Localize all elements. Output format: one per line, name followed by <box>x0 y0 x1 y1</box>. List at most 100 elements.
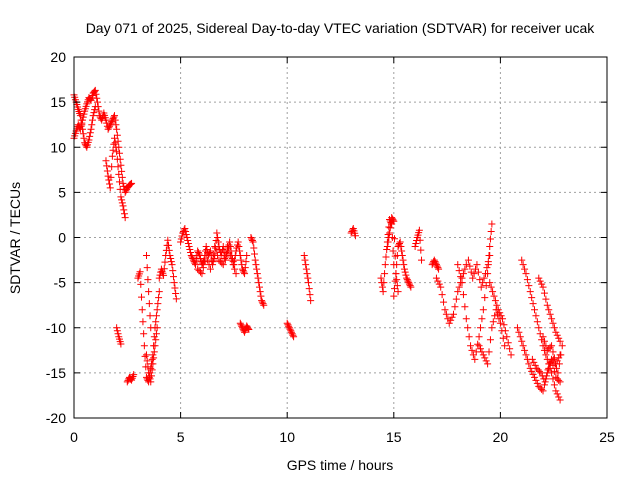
data-point <box>92 90 100 98</box>
data-point <box>115 178 123 186</box>
data-point <box>143 357 151 365</box>
data-point <box>106 122 114 130</box>
data-point <box>393 261 401 269</box>
data-point <box>113 327 121 335</box>
data-point <box>194 265 202 273</box>
data-point <box>401 268 409 276</box>
data-point <box>477 324 485 332</box>
data-point <box>161 258 169 266</box>
data-point <box>464 256 472 264</box>
grid <box>74 57 607 418</box>
data-point <box>215 256 223 264</box>
x-tick-label: 15 <box>386 429 402 445</box>
data-point <box>301 256 309 264</box>
data-point <box>167 255 175 263</box>
data-point <box>88 121 96 129</box>
data-point <box>383 243 391 251</box>
data-point <box>541 378 549 386</box>
data-point <box>531 306 539 314</box>
data-point <box>556 351 564 359</box>
data-point <box>533 318 541 326</box>
data-point <box>118 199 126 207</box>
data-point <box>448 313 456 321</box>
data-point <box>225 241 233 249</box>
data-point <box>526 364 534 372</box>
data-point <box>305 279 313 287</box>
data-point <box>80 134 88 142</box>
data-point <box>93 98 101 106</box>
data-point <box>519 261 527 269</box>
data-point <box>303 270 311 278</box>
data-point <box>194 249 202 257</box>
data-point <box>192 256 200 264</box>
data-point <box>501 327 509 335</box>
data-point <box>152 336 160 344</box>
data-point <box>305 285 313 293</box>
y-tick-label: 0 <box>58 230 66 246</box>
data-point <box>120 206 128 214</box>
data-point <box>184 240 192 248</box>
data-point <box>106 180 114 188</box>
data-point <box>113 125 121 133</box>
data-point <box>192 261 200 269</box>
data-point <box>437 283 445 291</box>
data-point <box>432 259 440 267</box>
data-point <box>253 270 261 278</box>
data-point <box>528 367 536 375</box>
data-point <box>380 279 388 287</box>
data-point <box>396 238 404 246</box>
data-point <box>484 258 492 266</box>
data-point <box>431 258 439 266</box>
data-point <box>459 270 467 278</box>
data-point <box>169 273 177 281</box>
data-point <box>548 342 556 350</box>
data-point <box>153 324 161 332</box>
data-point <box>467 268 475 276</box>
data-point <box>391 235 399 243</box>
data-point <box>383 246 391 254</box>
data-point <box>390 217 398 225</box>
data-point <box>186 246 194 254</box>
data-point <box>121 188 129 196</box>
data-point <box>392 270 400 278</box>
y-tick-label: 20 <box>50 49 66 65</box>
data-point <box>191 259 199 267</box>
data-point <box>406 282 414 290</box>
data-point <box>531 373 539 381</box>
data-point <box>483 264 491 272</box>
data-point <box>544 366 552 374</box>
data-point <box>432 274 440 282</box>
data-point <box>543 355 551 363</box>
data-point <box>499 334 507 342</box>
series-track-ae <box>539 333 564 368</box>
data-point <box>402 271 410 279</box>
data-point <box>533 379 541 387</box>
data-point <box>144 363 152 371</box>
series-track-ab <box>518 256 564 404</box>
data-point <box>306 291 314 299</box>
data-point <box>482 357 490 365</box>
data-point <box>523 276 531 284</box>
data-point <box>412 240 420 248</box>
data-point <box>145 300 153 308</box>
data-point <box>538 280 546 288</box>
data-point <box>214 238 222 246</box>
data-point <box>546 310 554 318</box>
data-point <box>548 369 556 377</box>
data-point <box>481 270 489 278</box>
data-point <box>400 265 408 273</box>
data-point <box>555 354 563 362</box>
data-point <box>400 261 408 269</box>
data-point <box>126 181 134 189</box>
data-point <box>486 336 494 344</box>
data-point <box>260 301 268 309</box>
series-track-h <box>142 252 155 332</box>
data-point <box>491 312 499 320</box>
data-point <box>87 125 95 133</box>
data-point <box>129 372 137 380</box>
data-point <box>170 279 178 287</box>
data-point <box>486 252 494 260</box>
data-point <box>433 262 441 270</box>
data-point <box>535 367 543 375</box>
data-point <box>257 292 265 300</box>
